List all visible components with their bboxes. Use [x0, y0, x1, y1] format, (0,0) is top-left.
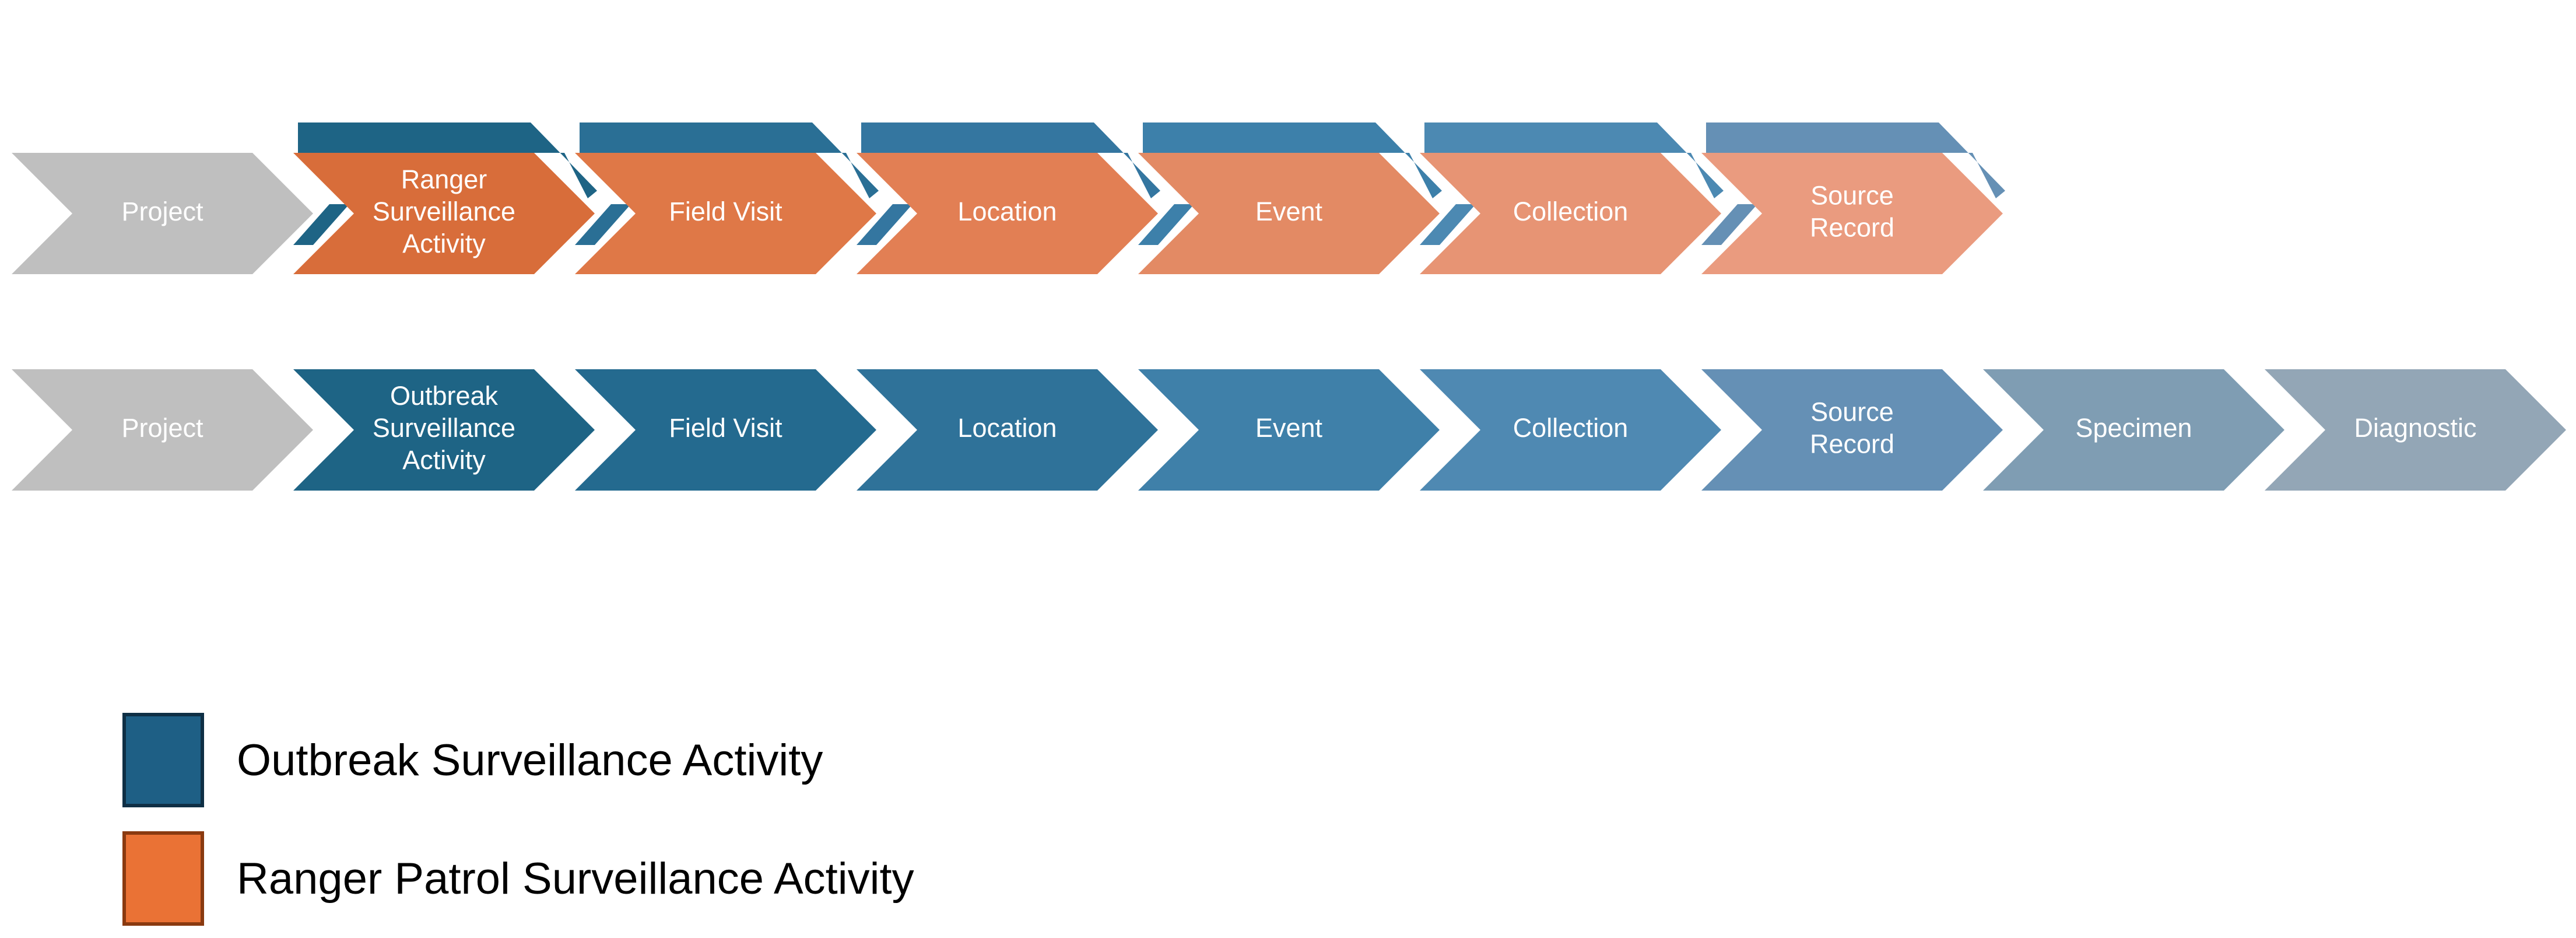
- ranger-step-field-visit-arrow: [575, 153, 876, 274]
- ranger-step-collection-arrow: [1420, 153, 1721, 274]
- outbreak-step-field-visit-label: Field Visit: [669, 413, 782, 443]
- shared-step-tab-2: [580, 123, 879, 198]
- outbreak-step-location-arrow: [857, 369, 1158, 491]
- legend-label-outbreak: Outbreak Surveillance Activity: [237, 735, 823, 785]
- ranger-step-location-arrow: [857, 153, 1158, 274]
- outbreak-step-specimen-arrow: [1983, 369, 2284, 491]
- shared-step-tab-6: [1706, 123, 2005, 198]
- shared-step-tab-3: [861, 123, 1160, 198]
- outbreak-step-project-label: Project: [121, 413, 203, 443]
- ranger-step-source-record-label: Source Record: [1810, 180, 1894, 242]
- outbreak-step-location-label: Location: [957, 413, 1057, 443]
- legend-swatch-outbreak: [122, 713, 204, 807]
- outbreak-step-diagnostic-label: Diagnostic: [2354, 413, 2476, 443]
- outbreak-step-event-label: Event: [1255, 413, 1323, 443]
- ranger-workflow-row: Project Ranger Surveillance Activity Field V…: [12, 153, 2003, 274]
- ranger-step-ranger-surveillance-activity-label: Ranger Surveillance Activity: [373, 164, 515, 258]
- ranger-step-project-label: Project: [121, 197, 203, 226]
- shared-step-tab-flap-4: [1138, 204, 1194, 245]
- outbreak-step-specimen-label: Specimen: [2075, 413, 2192, 443]
- outbreak-step-outbreak-surveillance-activity-label: Outbreak Surveillance Activity: [373, 381, 515, 475]
- outbreak-step-project-arrow: [12, 369, 313, 491]
- legend-item-outbreak: Outbreak Surveillance Activity: [122, 713, 823, 807]
- shared-step-tab-flap-5: [1420, 204, 1476, 245]
- outbreak-step-source-record-arrow: [1701, 369, 2003, 491]
- ranger-step-ranger-surveillance-activity-arrow: [293, 153, 595, 274]
- shared-step-tab-4: [1143, 123, 1442, 198]
- shared-step-tab-flap-3: [857, 204, 913, 245]
- shared-step-tabs: [293, 123, 2005, 245]
- outbreak-step-diagnostic-arrow: [2265, 369, 2566, 491]
- shared-step-tab-flap-2: [575, 204, 631, 245]
- outbreak-step-collection-label: Collection: [1513, 413, 1629, 443]
- ranger-step-project-arrow: [12, 153, 313, 274]
- legend-item-ranger: Ranger Patrol Surveillance Activity: [122, 831, 914, 926]
- shared-step-tab-flap-6: [1701, 204, 1757, 245]
- outbreak-step-field-visit-arrow: [575, 369, 876, 491]
- ranger-step-collection-label: Collection: [1513, 197, 1629, 226]
- ranger-step-location-label: Location: [957, 197, 1057, 226]
- ranger-step-event-label: Event: [1255, 197, 1323, 226]
- ranger-step-source-record-arrow: [1701, 153, 2003, 274]
- shared-step-tab-1: [298, 123, 597, 198]
- legend-swatch-ranger: [122, 831, 204, 926]
- outbreak-workflow-row: Project Outbreak Surveillance Activity Field…: [12, 369, 2566, 491]
- shared-step-tab-flap-1: [293, 204, 349, 245]
- outbreak-step-source-record-label: Source Record: [1810, 397, 1894, 459]
- legend-label-ranger: Ranger Patrol Surveillance Activity: [237, 853, 914, 904]
- outbreak-step-event-arrow: [1138, 369, 1440, 491]
- ranger-step-event-arrow: [1138, 153, 1440, 274]
- outbreak-step-outbreak-surveillance-activity-arrow: [293, 369, 595, 491]
- outbreak-step-collection-arrow: [1420, 369, 1721, 491]
- ranger-step-field-visit-label: Field Visit: [669, 197, 782, 226]
- shared-step-tab-5: [1424, 123, 1724, 198]
